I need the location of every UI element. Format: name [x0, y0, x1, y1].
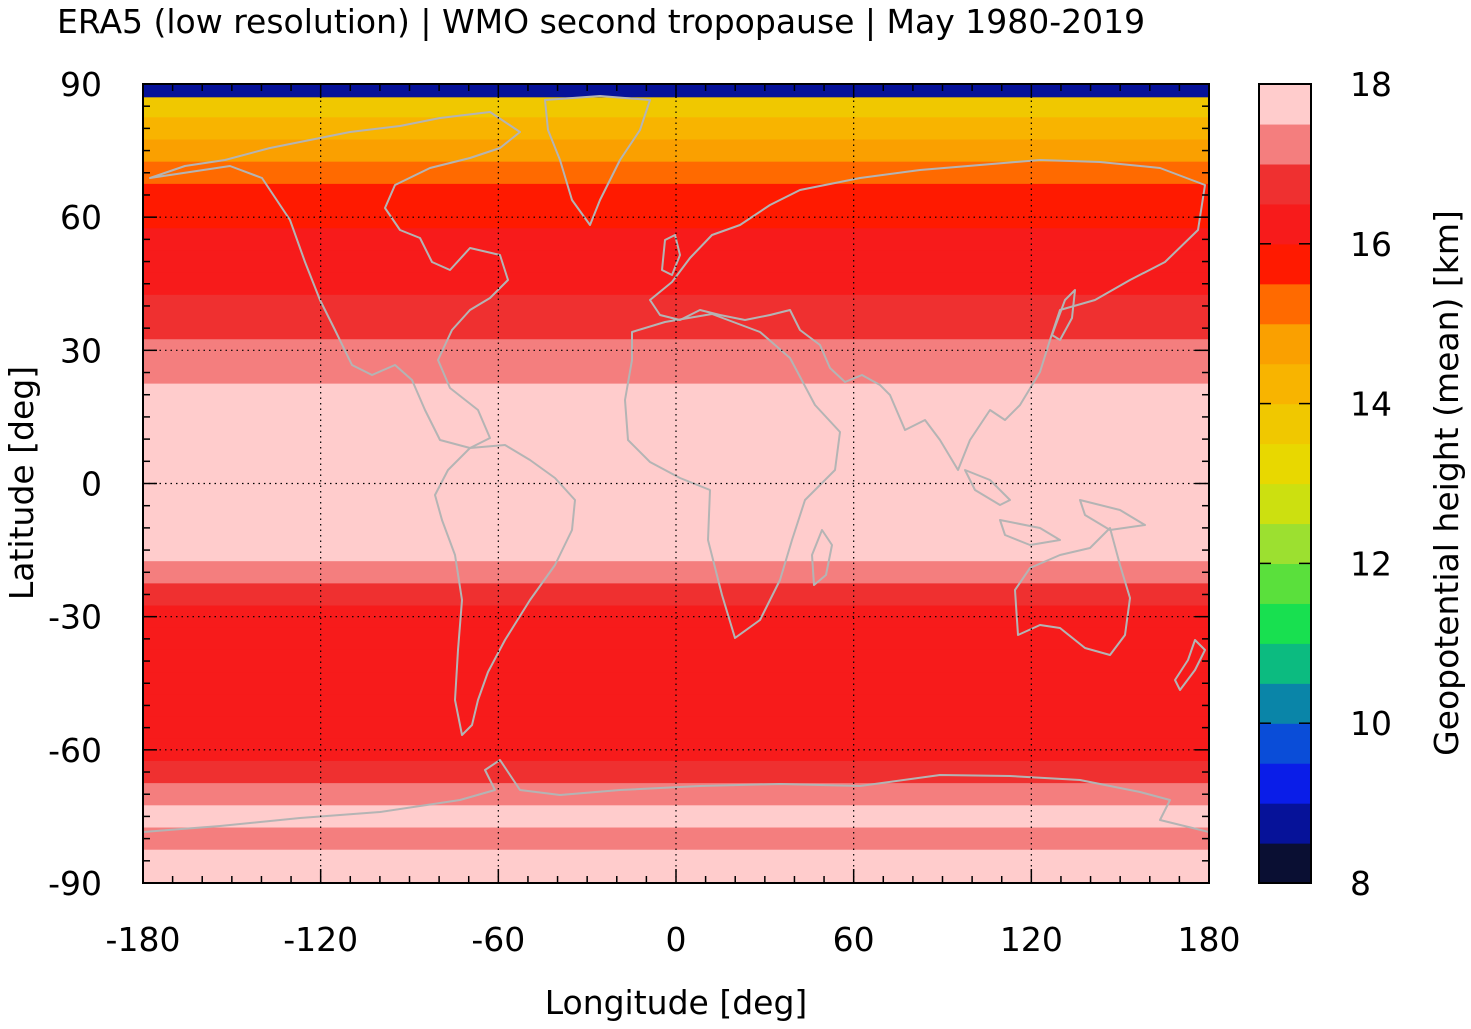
y-tick-label: -30: [48, 598, 102, 637]
colorbar-frame: [1258, 83, 1312, 884]
heatmap-band: [143, 317, 1209, 340]
chart-title: ERA5 (low resolution) | WMO second tropo…: [57, 2, 1145, 41]
heatmap-band: [143, 472, 1209, 496]
heatmap-band: [143, 605, 1209, 629]
colorbar-tick-label: 8: [1350, 864, 1371, 903]
x-tick-label: 180: [1178, 920, 1241, 959]
colorbar-tick-label: 12: [1350, 544, 1392, 583]
colorbar-tick-label: 10: [1350, 704, 1392, 743]
heatmap-band: [143, 583, 1209, 607]
y-tick-label: 30: [60, 331, 102, 370]
heatmap-band: [143, 272, 1209, 296]
colorbar: [1259, 84, 1311, 884]
colorbar-tick-labels: 8 10 12 14 16 18: [1350, 65, 1392, 903]
plot-frame: [142, 83, 1210, 884]
heatmap-band: [143, 250, 1209, 274]
colorbar-tick-label: 16: [1350, 225, 1392, 264]
colorbar-swatch: [1259, 243, 1311, 285]
colorbar-swatch: [1259, 483, 1311, 525]
heatmap-band: [143, 339, 1209, 363]
heatmap-band: [143, 849, 1209, 873]
colorbar-swatch: [1259, 763, 1311, 804]
colorbar-swatch: [1259, 723, 1311, 764]
colorbar-swatch: [1259, 203, 1311, 245]
y-tick-label: -60: [48, 731, 102, 770]
heatmap-band: [143, 97, 1209, 118]
colorbar-tick-label: 14: [1350, 385, 1392, 424]
x-tick-label: 0: [666, 920, 687, 959]
heatmap-band: [143, 649, 1209, 673]
x-tick-label: 120: [1000, 920, 1063, 959]
y-tick-labels: 90 60 30 0 -30 -60 -90: [48, 65, 102, 903]
colorbar-swatch: [1259, 363, 1311, 405]
y-axis-label: Latitude [deg]: [2, 366, 41, 600]
x-tick-labels: -180 -120 -60 0 60 120 180: [106, 920, 1241, 959]
colorbar-swatch: [1259, 163, 1311, 205]
y-tick-label: 0: [81, 465, 102, 504]
colorbar-swatch: [1259, 603, 1311, 644]
colorbar-tick-label: 18: [1350, 65, 1392, 104]
heatmap-band: [143, 405, 1209, 429]
coastlines: [143, 95, 1209, 833]
colorbar-swatch: [1259, 443, 1311, 485]
colorbar-swatch: [1259, 563, 1311, 604]
colorbar-swatch: [1259, 403, 1311, 445]
heatmap-band: [143, 294, 1209, 318]
y-tick-label: 60: [60, 198, 102, 237]
colorbar-label: Geopotential height (mean) [km]: [1427, 210, 1466, 756]
colorbar-swatch: [1259, 683, 1311, 724]
colorbar-swatch: [1259, 803, 1311, 844]
heatmap-band: [143, 450, 1209, 474]
heatmap-band: [143, 627, 1209, 651]
colorbar-swatch: [1259, 643, 1311, 684]
heatmap-band: [143, 494, 1209, 518]
colorbar-ticks: [1259, 243, 1311, 724]
x-tick-label: -120: [283, 920, 358, 959]
heatmap-band: [143, 561, 1209, 584]
y-tick-label: 90: [60, 65, 102, 104]
colorbar-swatch: [1259, 323, 1311, 365]
heatmap-band: [143, 538, 1209, 562]
grid: [143, 84, 1209, 883]
x-tick-label: -180: [106, 920, 181, 959]
colorbar-swatch: [1259, 843, 1311, 884]
colorbar-swatch: [1259, 84, 1311, 125]
x-axis-label: Longitude [deg]: [545, 983, 808, 1022]
y-tick-label: -90: [48, 864, 102, 903]
heatmap-band: [143, 516, 1209, 540]
heatmap-band: [143, 383, 1209, 407]
colorbar-swatch: [1259, 283, 1311, 325]
colorbar-swatch: [1259, 523, 1311, 564]
x-tick-label: 60: [833, 920, 875, 959]
x-tick-label: -60: [471, 920, 525, 959]
colorbar-swatch: [1259, 123, 1311, 165]
